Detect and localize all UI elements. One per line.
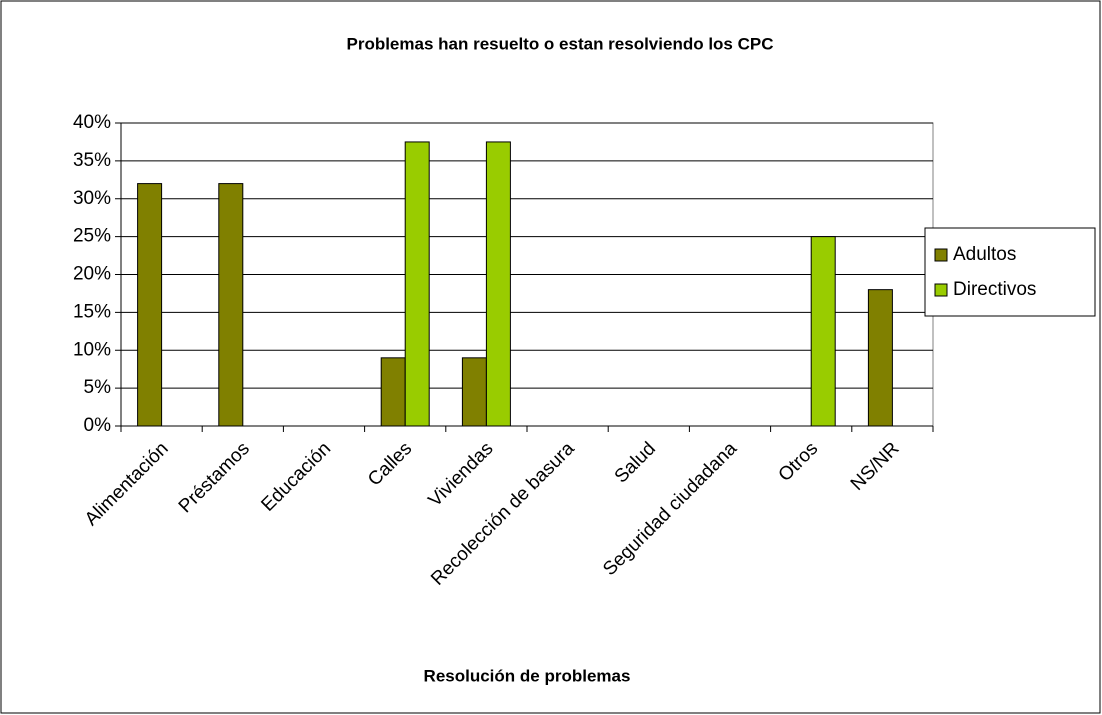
- y-tick-label: 10%: [73, 339, 111, 360]
- legend-swatch: [934, 248, 948, 262]
- bar: [137, 183, 163, 427]
- bar: [867, 289, 893, 427]
- chart-title: Problemas han resuelto o estan resolvien…: [346, 34, 773, 53]
- bar: [380, 357, 406, 427]
- bar: [810, 236, 836, 427]
- bar: [404, 141, 430, 427]
- bar: [485, 141, 511, 427]
- y-tick-label: 25%: [73, 226, 111, 247]
- y-tick-label: 40%: [73, 112, 111, 133]
- y-tick-label: 5%: [84, 377, 112, 398]
- legend-box: [924, 227, 1096, 317]
- y-tick-label: 15%: [73, 301, 111, 322]
- bar: [218, 183, 244, 427]
- legend-label: Directivos: [953, 279, 1036, 300]
- x-axis-title: Resolución de problemas: [424, 666, 631, 685]
- y-tick-label: 20%: [73, 264, 111, 285]
- y-tick-label: 30%: [73, 188, 111, 209]
- legend-swatch: [934, 283, 948, 297]
- y-tick-label: 35%: [73, 150, 111, 171]
- y-tick-label: 0%: [84, 415, 112, 436]
- legend-label: Adultos: [953, 244, 1016, 265]
- bar: [461, 357, 487, 427]
